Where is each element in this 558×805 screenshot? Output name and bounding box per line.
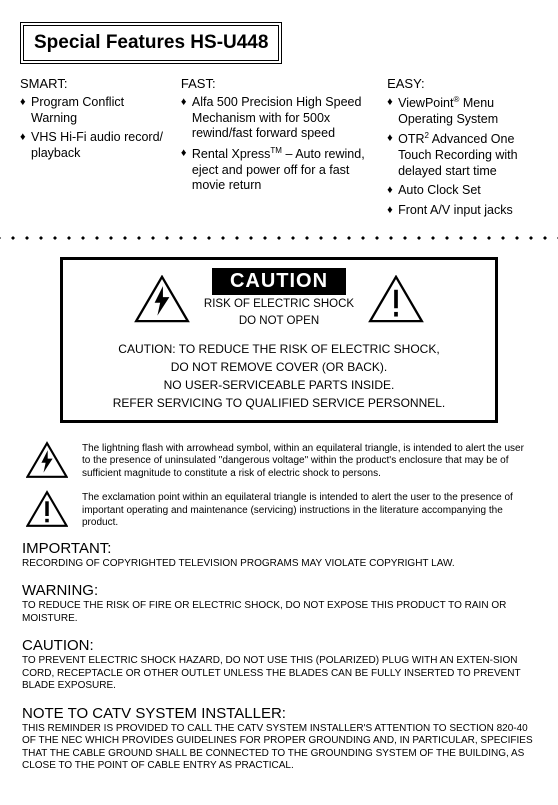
section-head: WARNING: [22, 582, 536, 599]
section-head: IMPORTANT: [22, 540, 536, 557]
col-fast-head: FAST: [181, 76, 377, 91]
col-easy-head: EASY: [387, 76, 538, 91]
exclaim-triangle-icon [368, 275, 424, 323]
list-item: Rental XpressTM – Auto rewind, eject and… [181, 146, 377, 194]
lightning-triangle-icon [26, 441, 68, 479]
symbol-lightning-text: The lightning flash with arrowhead symbo… [82, 441, 532, 481]
section-caution: CAUTION: TO PREVENT ELECTRIC SHOCK HAZAR… [22, 637, 536, 693]
title-box: Special Features HS-U448 [20, 22, 282, 64]
col-easy-list: ViewPoint® Menu Operating System OTR2 Ad… [387, 95, 538, 219]
caution-center: CAUTION RISK OF ELECTRIC SHOCK DO NOT OP… [204, 268, 354, 330]
section-body: TO PREVENT ELECTRIC SHOCK HAZARD, DO NOT… [22, 655, 536, 693]
lightning-triangle-icon [134, 275, 190, 323]
col-smart: SMART: Program Conflict Warning VHS Hi-F… [20, 76, 171, 223]
symbol-exclaim-text: The exclamation point within an equilate… [82, 490, 532, 530]
section-body: THIS REMINDER IS PROVIDED TO CALL THE CA… [22, 723, 536, 773]
symbol-lightning-row: The lightning flash with arrowhead symbo… [26, 441, 532, 481]
caution-sub2: DO NOT OPEN [204, 314, 354, 330]
col-smart-head: SMART: [20, 76, 171, 91]
caution-box: CAUTION RISK OF ELECTRIC SHOCK DO NOT OP… [60, 257, 498, 423]
caution-label: CAUTION [212, 268, 346, 295]
features-columns: SMART: Program Conflict Warning VHS Hi-F… [20, 76, 538, 223]
section-warning: WARNING: TO REDUCE THE RISK OF FIRE OR E… [22, 582, 536, 625]
caution-line: REFER SERVICING TO QUALIFIED SERVICE PER… [71, 394, 487, 412]
section-body: RECORDING OF COPYRIGHTED TELEVISION PROG… [22, 558, 536, 571]
caution-sub1: RISK OF ELECTRIC SHOCK [204, 297, 354, 313]
caution-lines: CAUTION: TO REDUCE THE RISK OF ELECTRIC … [71, 340, 487, 412]
list-item: Alfa 500 Precision High Speed Mechanism … [181, 95, 377, 142]
list-item: ViewPoint® Menu Operating System [387, 95, 538, 127]
list-item: Front A/V input jacks [387, 203, 538, 219]
caution-line: CAUTION: TO REDUCE THE RISK OF ELECTRIC … [71, 340, 487, 358]
section-catv: NOTE TO CATV SYSTEM INSTALLER: THIS REMI… [22, 705, 536, 773]
symbol-exclaim-row: The exclamation point within an equilate… [26, 490, 532, 530]
caution-line: NO USER-SERVICEABLE PARTS INSIDE. [71, 376, 487, 394]
section-important: IMPORTANT: RECORDING OF COPYRIGHTED TELE… [22, 540, 536, 571]
list-item: Auto Clock Set [387, 183, 538, 199]
section-head: CAUTION: [22, 637, 536, 654]
page-title: Special Features HS-U448 [34, 32, 268, 53]
section-head: NOTE TO CATV SYSTEM INSTALLER: [22, 705, 536, 722]
list-item: VHS Hi-Fi audio record/ playback [20, 130, 171, 161]
col-fast-list: Alfa 500 Precision High Speed Mechanism … [181, 95, 377, 194]
divider-dots [0, 235, 558, 241]
caution-line: DO NOT REMOVE COVER (OR BACK). [71, 358, 487, 376]
col-easy: EASY: ViewPoint® Menu Operating System O… [387, 76, 538, 223]
caution-top-row: CAUTION RISK OF ELECTRIC SHOCK DO NOT OP… [71, 268, 487, 330]
exclaim-triangle-icon [26, 490, 68, 528]
list-item: Program Conflict Warning [20, 95, 171, 126]
col-smart-list: Program Conflict Warning VHS Hi-Fi audio… [20, 95, 171, 162]
list-item: OTR2 Advanced One Touch Recording with d… [387, 131, 538, 179]
col-fast: FAST: Alfa 500 Precision High Speed Mech… [181, 76, 377, 223]
section-body: TO REDUCE THE RISK OF FIRE OR ELECTRIC S… [22, 600, 536, 625]
